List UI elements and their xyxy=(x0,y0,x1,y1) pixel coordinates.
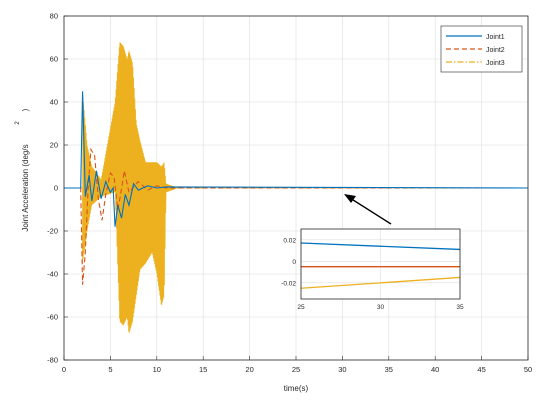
x-tick-label: 30 xyxy=(338,365,346,374)
plot-frame xyxy=(63,15,529,361)
inset-chart: 25 30 35 0.02 0 -0.02 xyxy=(281,228,464,311)
zoom-arrow-line xyxy=(349,197,392,225)
y-tick-label: 20 xyxy=(50,141,58,150)
zoom-arrow-head xyxy=(344,194,356,203)
x-tick-label: 15 xyxy=(199,365,207,374)
y-tick-label: -80 xyxy=(47,356,58,365)
legend-label-joint3: Joint3 xyxy=(486,60,505,67)
inset-y-tick-label: -0.02 xyxy=(281,280,296,287)
inset-y-tick-label: 0 xyxy=(292,259,296,266)
y-tick-label: -60 xyxy=(47,313,58,322)
x-tick-label: 20 xyxy=(245,365,253,374)
legend: Joint1 Joint2 Joint3 xyxy=(440,25,523,73)
x-tick-label: 35 xyxy=(385,365,393,374)
inset-series-joint1 xyxy=(300,242,461,251)
y-tick-label: 0 xyxy=(54,184,58,193)
series-layer xyxy=(64,42,529,333)
x-tick-label: 50 xyxy=(524,365,532,374)
y-tick-label: -40 xyxy=(47,270,58,279)
inset-series-joint3 xyxy=(300,276,461,289)
zoom-arrow xyxy=(344,194,392,225)
y-axis-label-superscript: 2 xyxy=(15,121,21,125)
y-tick-label: 60 xyxy=(50,55,58,64)
y-tick-label: 80 xyxy=(50,12,58,21)
x-axis-label: time(s) xyxy=(284,384,309,393)
inset-x-tick-label: 30 xyxy=(377,304,385,311)
inset-x-tick-labels: 25 30 35 xyxy=(297,304,464,311)
x-tick-label: 45 xyxy=(477,365,485,374)
x-tick-label: 10 xyxy=(153,365,161,374)
inset-x-tick-label: 25 xyxy=(297,304,305,311)
y-axis-label-group: Joint Acceleration (deg/s xyxy=(21,144,30,231)
y-tick-label: 40 xyxy=(50,98,58,107)
legend-label-joint2: Joint2 xyxy=(486,47,505,54)
y-axis-label: Joint Acceleration (deg/s xyxy=(21,144,30,231)
x-tick-labels: 0 5 10 15 20 25 30 35 40 45 50 xyxy=(62,365,532,374)
inset-frame xyxy=(300,228,461,300)
inset-x-tick-label: 35 xyxy=(456,304,464,311)
inset-y-tick-labels: 0.02 0 -0.02 xyxy=(281,237,296,287)
legend-label-joint1: Joint1 xyxy=(486,34,505,41)
x-tick-label: 0 xyxy=(62,365,66,374)
y-axis-label-close-paren: ) xyxy=(21,108,30,111)
y-tick-label: -20 xyxy=(47,227,58,236)
series-joint1 xyxy=(64,91,529,227)
y-tick-labels: -80 -60 -40 -20 0 20 40 60 80 xyxy=(47,12,58,365)
inset-series-layer xyxy=(300,242,461,289)
x-tick-label: 40 xyxy=(431,365,439,374)
inset-y-tick-label: 0.02 xyxy=(283,237,296,244)
series-joint3-transient xyxy=(64,42,176,333)
x-tick-label: 5 xyxy=(108,365,112,374)
x-tick-label: 25 xyxy=(292,365,300,374)
